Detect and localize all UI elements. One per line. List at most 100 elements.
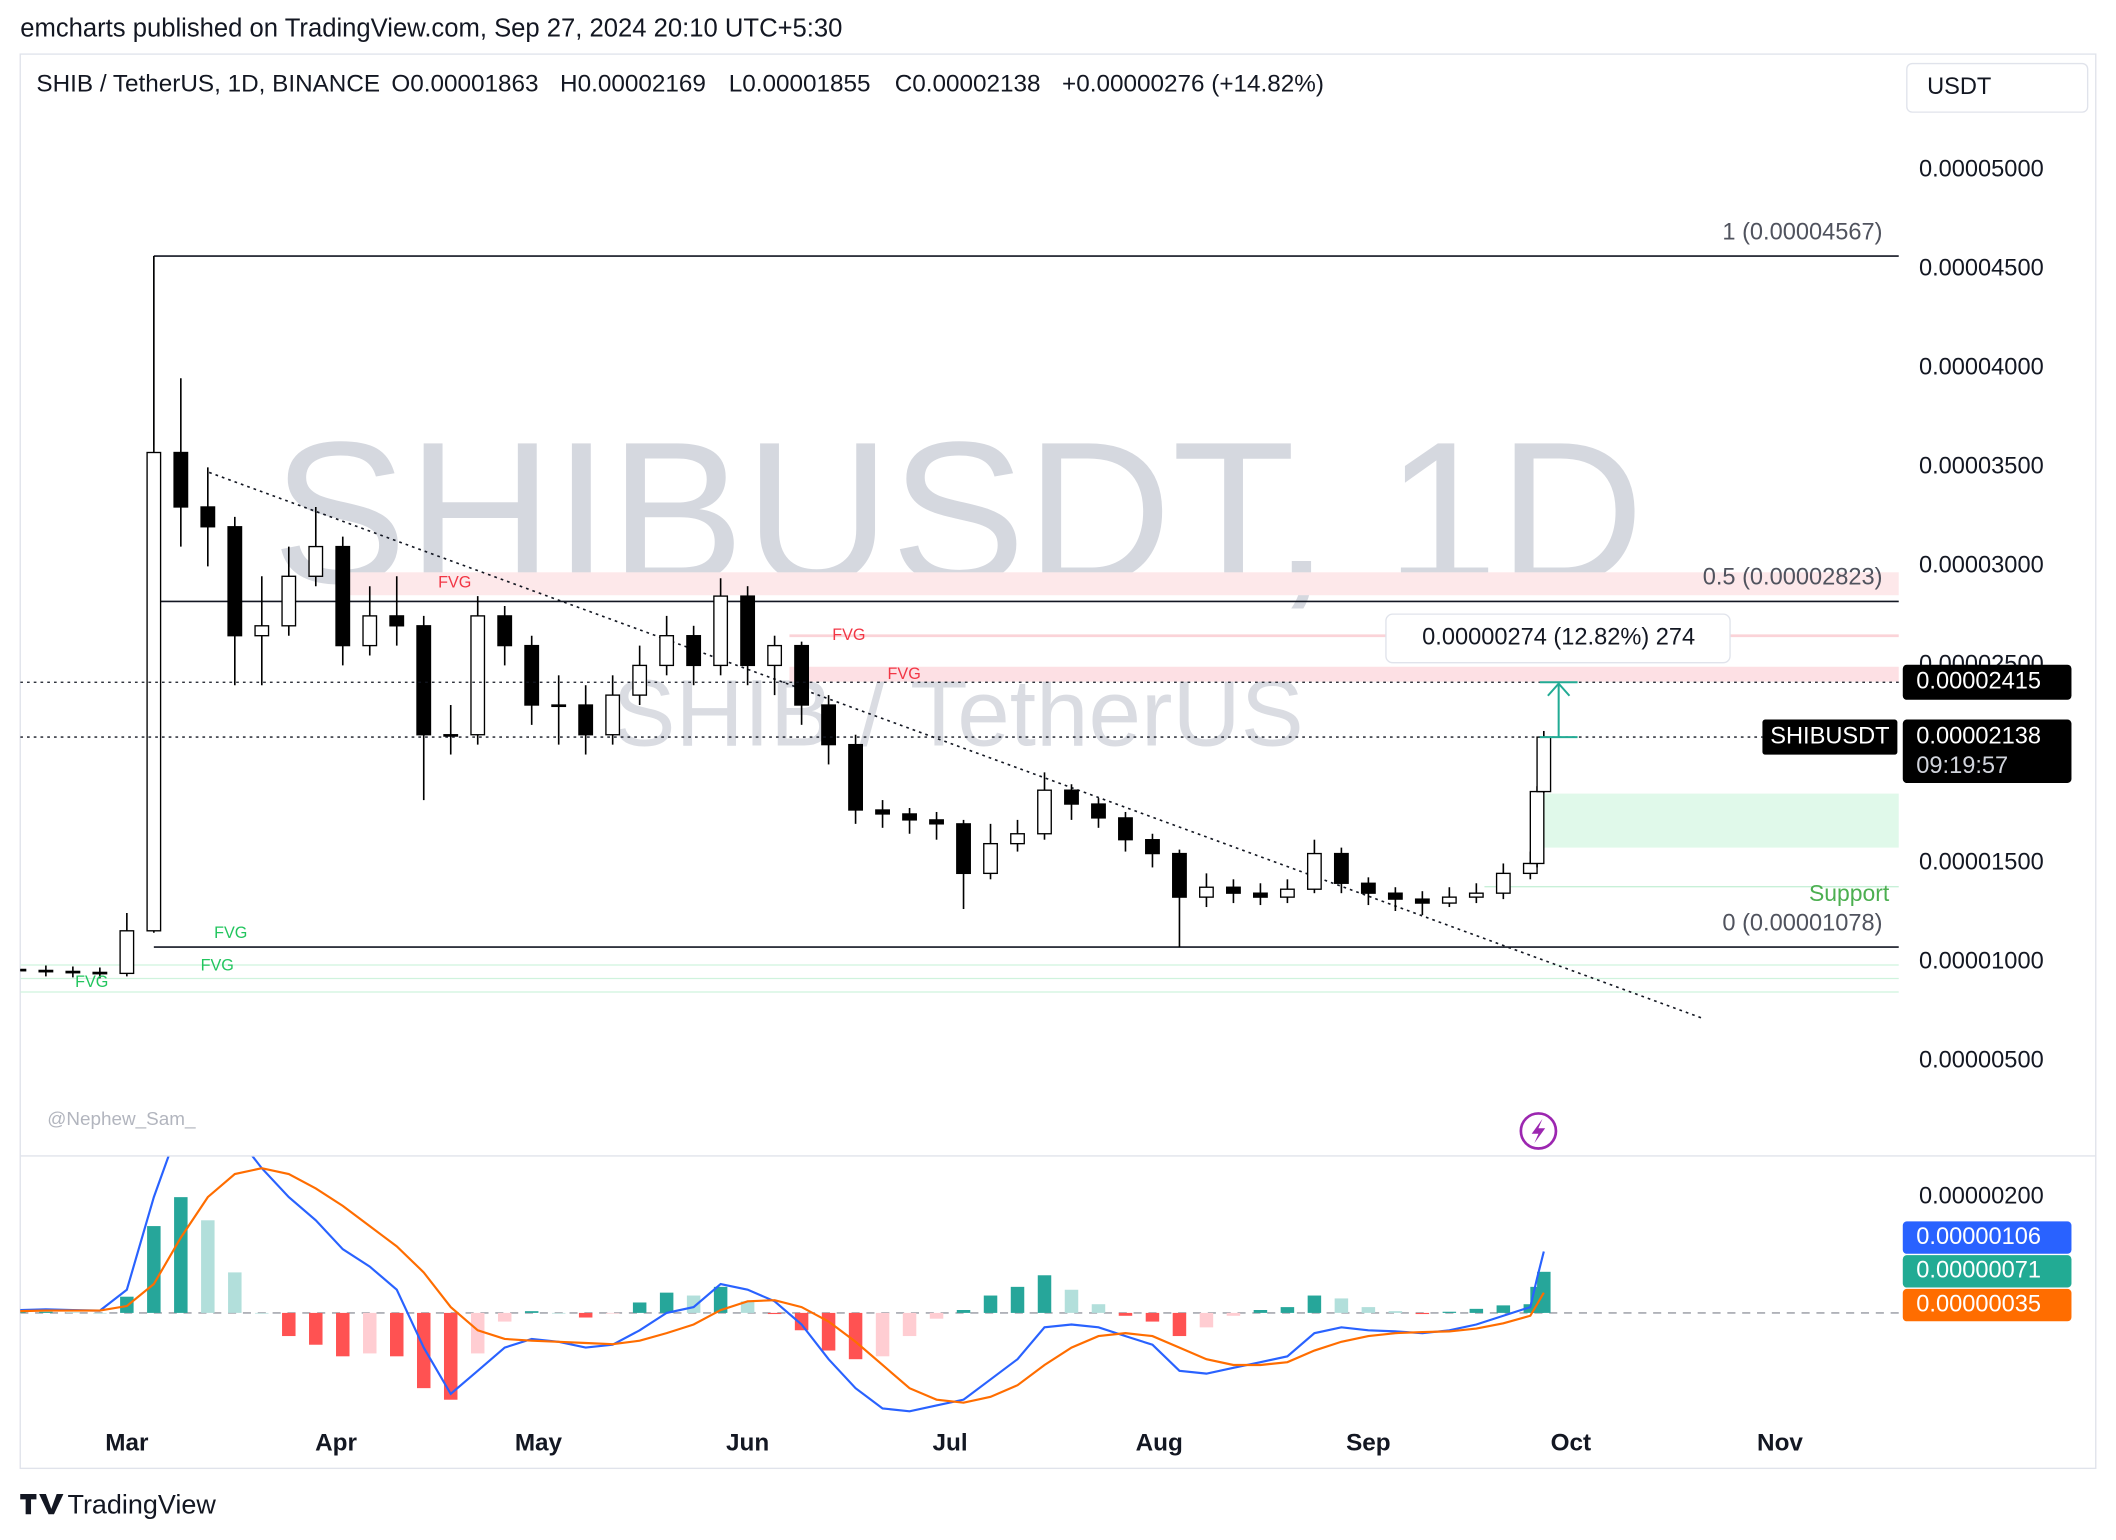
y-tick-label: 0.00000200 <box>1919 1183 2044 1209</box>
macd-pane <box>20 1156 1901 1413</box>
candle-body <box>20 968 27 972</box>
measure-label: 0.00000274 (12.82%) 274 <box>1422 625 1695 651</box>
histogram-bar <box>821 1312 836 1351</box>
histogram-bar <box>228 1272 242 1313</box>
measure-arrow-head <box>1547 682 1571 697</box>
last-value-label: 0.00000071 <box>1916 1258 2041 1284</box>
histogram-bar <box>1442 1311 1457 1313</box>
published-line: emcharts published on TradingView.com, S… <box>20 15 842 43</box>
histogram-bar <box>470 1312 485 1354</box>
y-tick-label: 0.00000500 <box>1919 1048 2044 1074</box>
histogram-bar <box>1199 1312 1214 1328</box>
candle-body <box>686 635 702 667</box>
histogram-bar <box>1469 1308 1484 1313</box>
histogram-bar <box>1226 1312 1241 1316</box>
x-tick-label: Sep <box>1346 1429 1391 1456</box>
histogram-bar <box>1064 1289 1079 1313</box>
candle-body <box>956 823 971 875</box>
histogram-bar <box>20 1311 26 1313</box>
histogram-bar <box>1496 1305 1511 1313</box>
histogram-bar <box>309 1312 323 1345</box>
candle-body <box>1064 789 1079 805</box>
y-tick-label: 0.00001000 <box>1919 949 2044 975</box>
candle-body <box>1091 803 1106 819</box>
x-tick-label: Jun <box>726 1429 769 1456</box>
brand-logo <box>20 1494 64 1515</box>
x-tick-label: Jul <box>932 1429 967 1456</box>
histogram-bar <box>1091 1304 1106 1313</box>
currency-label: USDT <box>1927 74 1991 100</box>
candle-body <box>1468 892 1484 898</box>
y-tick-label: 0.00004000 <box>1919 355 2044 381</box>
candle-body <box>578 704 594 736</box>
candle-body <box>713 595 729 667</box>
y-tick-label: 0.00001500 <box>1919 850 2044 876</box>
candle-body <box>362 615 378 647</box>
histogram-bar <box>1118 1312 1133 1316</box>
histogram-bar <box>659 1292 674 1313</box>
fib-level-label: 1 (0.00004567) <box>1722 219 1882 245</box>
fib-level-label: 0.5 (0.00002823) <box>1703 565 1883 591</box>
marker-badge <box>1902 664 2072 700</box>
candle-body <box>605 694 621 736</box>
fvg-zone <box>789 666 1899 682</box>
candle-body <box>470 615 486 736</box>
histogram-bar <box>1280 1307 1295 1313</box>
histogram-bar <box>443 1312 458 1400</box>
candle-body <box>389 615 405 627</box>
histogram-bar <box>983 1295 998 1313</box>
histogram-bar <box>416 1312 431 1389</box>
histogram-bar <box>1537 1271 1551 1313</box>
fvg-label: FVG <box>438 573 471 591</box>
symbol-info: SHIB / TetherUS, 1D, BINANCE <box>36 71 380 98</box>
candle-body <box>1495 872 1511 894</box>
support-label: Support <box>1809 880 1890 906</box>
countdown-label: 09:19:57 <box>1916 753 2008 779</box>
candle-body <box>497 615 513 647</box>
histogram-bar <box>605 1312 620 1314</box>
histogram-bar <box>1253 1310 1268 1313</box>
histogram-bar <box>497 1312 512 1322</box>
last-price-badge <box>1902 719 2072 783</box>
fvg-label: FVG <box>75 973 108 991</box>
fvg-zone <box>337 572 1899 596</box>
histogram-bar <box>632 1302 647 1313</box>
candle-body <box>821 704 837 746</box>
currency-button[interactable] <box>1906 62 2089 113</box>
histogram-bar <box>1145 1312 1160 1322</box>
candle-body <box>38 969 54 973</box>
candle-body <box>551 704 567 708</box>
candle-body <box>659 635 675 667</box>
candle-body <box>1529 790 1545 865</box>
x-tick-label: Oct <box>1551 1429 1591 1456</box>
histogram-bar <box>1334 1298 1349 1313</box>
histogram-bar <box>740 1301 755 1313</box>
candle-body <box>200 506 216 528</box>
histogram-bar <box>875 1312 890 1357</box>
candle-body <box>632 664 648 696</box>
candle-body <box>929 819 944 825</box>
alert-icon[interactable] <box>1519 1112 1558 1150</box>
candle-body <box>983 842 998 875</box>
candle-body <box>740 595 756 667</box>
candle-body <box>767 644 783 667</box>
histogram-bar <box>390 1312 404 1357</box>
last-value-label: 0.00000035 <box>1916 1291 2041 1317</box>
histogram-bar <box>201 1220 215 1313</box>
fvg-label: FVG <box>201 957 234 975</box>
histogram-bar <box>713 1286 728 1313</box>
candle-body <box>1253 892 1268 898</box>
symbol-badge-label: SHIBUSDT <box>1770 723 1889 749</box>
histogram-bar <box>1010 1286 1025 1313</box>
brand-name: TradingView <box>67 1489 216 1519</box>
fib-level-label: 0 (0.00001078) <box>1722 910 1882 936</box>
candle-body <box>281 575 297 627</box>
candle-body <box>794 644 810 706</box>
ohlc-low: L0.00001855 <box>729 71 871 98</box>
trend-line <box>208 471 1705 1020</box>
histogram-bar <box>848 1312 863 1360</box>
histogram-bar <box>929 1312 944 1319</box>
histogram-bar <box>902 1312 917 1337</box>
candle-body <box>335 545 351 647</box>
